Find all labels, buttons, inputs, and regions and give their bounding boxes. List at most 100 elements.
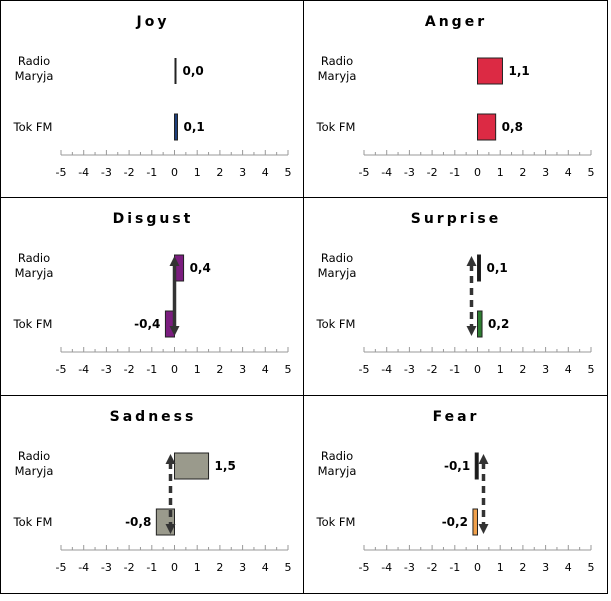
- bar: [477, 113, 497, 141]
- x-tick-label: -5: [359, 166, 370, 179]
- x-tick-label: -5: [359, 363, 370, 376]
- arrow-head-down: [478, 524, 489, 534]
- arrow-head-down: [169, 326, 180, 336]
- x-tick-label: 0: [171, 166, 178, 179]
- category-label: Radio Maryja: [15, 449, 54, 478]
- x-tick-label: 0: [171, 363, 178, 376]
- category-label: Tok FM: [13, 120, 53, 134]
- arrow-head-down: [466, 326, 477, 336]
- x-tick-label: -3: [101, 561, 112, 574]
- bar-value-label: 0,1: [487, 261, 508, 275]
- chart-svg: Anger Radio Maryja Tok FM 1,1 0,8 -5 -4 -3 -2 -1 0 1…: [316, 14, 595, 179]
- x-tick-label: 4: [262, 561, 269, 574]
- chart-panel-surprise: Surprise Radio Maryja Tok FM 0,1 0,2 -5 -4 -3 -2-…: [303, 197, 608, 396]
- x-tick-label: 1: [194, 166, 201, 179]
- x-tick-label: 5: [285, 363, 292, 376]
- x-tick-label: -3: [101, 363, 112, 376]
- x-tick-label: 0: [171, 561, 178, 574]
- category-label: Tok FM: [13, 317, 53, 331]
- chart-title: Surprise: [411, 211, 502, 227]
- category-label: Radio Maryja: [15, 54, 54, 83]
- category-label: Radio Maryja: [318, 449, 357, 478]
- x-tick-label: -5: [56, 363, 67, 376]
- x-tick-label: 4: [565, 363, 572, 376]
- x-tick-label: 1: [497, 561, 504, 574]
- x-tick-label: -4: [78, 363, 89, 376]
- x-tick-label: -1: [146, 166, 157, 179]
- x-tick-label: -1: [449, 561, 460, 574]
- chart-svg: Disgust Radio Maryja Tok FM 0,4 -0,4 -5 -4 -3 -2-…: [13, 211, 292, 376]
- x-tick-label: -4: [78, 166, 89, 179]
- chart-svg: Fear Radio Maryja Tok FM -0,1 -0,2 -5 -4 -3 -2 -1 0…: [316, 409, 595, 574]
- x-tick-label: 2: [216, 363, 223, 376]
- category-label: Radio Maryja: [15, 251, 54, 280]
- x-tick-label: -2: [124, 561, 135, 574]
- x-tick-label: -3: [404, 166, 415, 179]
- chart-title: Sadness: [110, 409, 197, 425]
- bar-value-label: -0,2: [442, 515, 468, 529]
- category-label: Tok FM: [316, 515, 356, 529]
- bar: [477, 310, 483, 338]
- bar-value-label: 0,0: [183, 64, 204, 78]
- x-tick-label: -4: [78, 561, 89, 574]
- x-tick-label: -4: [381, 561, 392, 574]
- chart-panel-anger: Anger Radio Maryja Tok FM 1,1 0,8 -5 -4 -3 -2 -1 0 1…: [303, 0, 608, 199]
- chart-panel-disgust: Disgust Radio Maryja Tok FM 0,4 -0,4 -5 -4 -3 -2-…: [0, 197, 305, 396]
- x-tick-label: 2: [216, 166, 223, 179]
- chart-svg: Surprise Radio Maryja Tok FM 0,1 0,2 -5 -4 -3 -2-…: [316, 211, 595, 376]
- x-tick-label: -2: [124, 166, 135, 179]
- arrow-head-up: [169, 256, 180, 266]
- x-tick-label: 5: [588, 561, 595, 574]
- bar-value-label: 1,1: [508, 64, 529, 78]
- bar-value-label: 1,5: [215, 459, 236, 473]
- x-tick-label: -1: [146, 561, 157, 574]
- bar: [477, 254, 481, 282]
- x-tick-label: 3: [239, 166, 246, 179]
- bar-value-label: -0,4: [134, 317, 160, 331]
- bar: [174, 452, 210, 480]
- chart-title: Anger: [425, 14, 487, 30]
- x-tick-label: 1: [194, 561, 201, 574]
- category-label: Radio Maryja: [318, 251, 357, 280]
- x-tick-label: 2: [519, 166, 526, 179]
- x-tick-label: 0: [474, 561, 481, 574]
- x-tick-label: -3: [404, 363, 415, 376]
- x-tick-label: 5: [588, 166, 595, 179]
- x-tick-label: -2: [427, 561, 438, 574]
- x-tick-label: -2: [124, 363, 135, 376]
- x-tick-label: -4: [381, 363, 392, 376]
- arrow-head-up: [165, 454, 176, 464]
- x-tick-label: 4: [262, 363, 269, 376]
- category-label: Radio Maryja: [318, 54, 357, 83]
- chart-panel-fear: Fear Radio Maryja Tok FM -0,1 -0,2 -5 -4 -3 -2 -1 0…: [303, 395, 608, 594]
- x-tick-label: -3: [404, 561, 415, 574]
- x-tick-label: 5: [285, 166, 292, 179]
- bar-value-label: -0,8: [125, 515, 151, 529]
- x-tick-label: 4: [262, 166, 269, 179]
- bar-value-label: 0,1: [184, 120, 205, 134]
- chart-svg: Sadness Radio Maryja Tok FM 1,5 -0,8 -5 -4 -3 -2-…: [13, 409, 292, 574]
- bar: [472, 508, 479, 536]
- x-tick-label: 2: [519, 561, 526, 574]
- x-tick-label: 4: [565, 561, 572, 574]
- x-tick-label: 1: [497, 166, 504, 179]
- category-label: Tok FM: [316, 120, 356, 134]
- bar: [477, 57, 503, 85]
- x-tick-label: 2: [519, 363, 526, 376]
- arrow-head-up: [478, 454, 489, 464]
- x-tick-label: 3: [239, 363, 246, 376]
- x-tick-label: -1: [449, 363, 460, 376]
- bar-value-label: -0,1: [444, 459, 470, 473]
- x-tick-label: 4: [565, 166, 572, 179]
- bar-value-label: 0,4: [190, 261, 211, 275]
- x-tick-label: -4: [381, 166, 392, 179]
- x-tick-label: -5: [56, 166, 67, 179]
- x-tick-label: 2: [216, 561, 223, 574]
- bar: [174, 58, 177, 84]
- bar-value-label: 0,2: [488, 317, 509, 331]
- bar-value-label: 0,8: [502, 120, 523, 134]
- x-tick-label: -5: [56, 561, 67, 574]
- x-tick-label: 3: [542, 561, 549, 574]
- x-tick-label: 5: [588, 363, 595, 376]
- x-tick-label: -3: [101, 166, 112, 179]
